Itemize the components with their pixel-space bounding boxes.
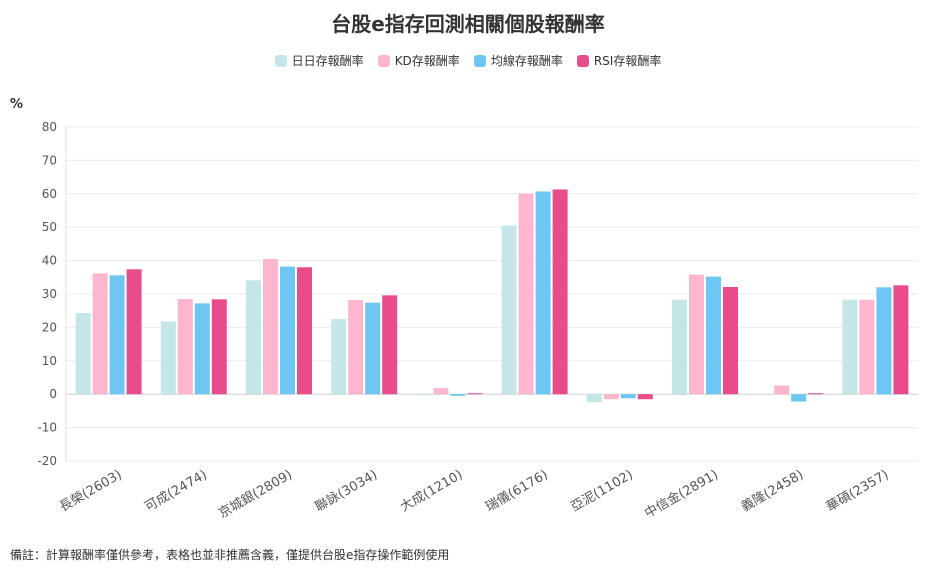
bar-ma [706,276,721,395]
bar-kd [774,385,790,395]
x-tick-label: 中信金(2891) [642,467,721,522]
x-tick-label: 可成(2474) [142,467,209,515]
bar-daily [672,299,687,395]
bar-rsi [467,393,483,395]
chart-legend: 日日存報酬率 KD存報酬率 均線存報酬率 RSI存報酬率 [0,52,936,69]
bar-kd [177,299,193,395]
y-axis-unit: % [10,97,24,112]
legend-label-rsi: RSI存報酬率 [593,54,662,68]
legend-swatch-ma [473,54,486,67]
bar-rsi [637,394,653,400]
bar-kd [603,394,619,400]
bar-ma [791,394,807,402]
bar-kd [859,299,875,395]
bar-rsi [808,393,824,395]
bar-rsi [126,269,142,395]
bar-daily [75,313,91,395]
y-tick-label: 10 [42,354,57,368]
bar-rsi [723,286,738,395]
x-tick-label: 聯詠(3034) [312,467,380,515]
y-tick-label: -20 [37,454,57,468]
bar-kd [689,274,704,395]
bar-daily [501,225,517,395]
x-tick-label: 瑞儀(6176) [483,467,550,515]
footnote: 備註：計算報酬率僅供參考，表格也並非推薦含義，僅提供台股e指存操作範例使用 [10,548,450,562]
bar-kd [433,388,449,395]
bar-ma [535,191,551,395]
bar-daily [331,319,347,395]
legend-label-daily: 日日存報酬率 [291,54,364,68]
bar-ma [876,287,892,395]
y-tick-label: 80 [42,120,57,134]
bar-kd [348,300,364,395]
x-tick-label: 華碩(2357) [824,467,891,515]
bar-kd [518,193,534,395]
y-tick-label: 20 [42,320,57,334]
x-tick-label: 亞泥(1102) [568,467,635,515]
x-tick-label: 長榮(2603) [57,467,124,515]
bar-rsi [211,299,227,395]
bar-ma [280,266,295,395]
y-tick-label: 40 [42,254,57,268]
bar-ma [109,275,125,395]
legend-item-kd[interactable]: KD存報酬率 [377,52,460,69]
bar-rsi [893,285,909,395]
bar-rsi [382,295,398,395]
bar-daily [160,321,176,395]
y-tick-label: 60 [42,187,57,201]
x-tick-label: 義隆(2458) [738,467,806,515]
y-tick-label: 0 [49,387,57,401]
legend-swatch-kd [377,54,390,67]
y-tick-label: 30 [42,287,57,301]
bar-ma [194,303,210,395]
legend-swatch-rsi [576,54,589,67]
bar-kd [263,258,278,395]
bar-daily [586,394,602,403]
bar-ma [450,394,466,396]
bar-daily [416,394,432,396]
legend-item-rsi[interactable]: RSI存報酬率 [576,52,662,69]
bar-ma [620,394,636,399]
y-tick-label: 70 [42,153,57,167]
legend-item-daily[interactable]: 日日存報酬率 [274,52,364,69]
bar-rsi [297,267,312,395]
bar-daily [246,280,261,395]
bar-rsi [552,189,568,395]
legend-label-ma: 均線存報酬率 [490,54,563,68]
bar-kd [92,273,108,395]
y-tick-label: -10 [37,421,57,435]
legend-item-ma[interactable]: 均線存報酬率 [473,52,563,69]
chart-title: 台股e指存回測相關個股報酬率 [331,12,605,36]
legend-swatch-daily [274,54,287,67]
legend-label-kd: KD存報酬率 [394,54,460,68]
y-tick-label: 50 [42,220,57,234]
x-tick-label: 京城銀(2809) [216,467,295,521]
x-tick-label: 大成(1210) [398,467,465,515]
bar-daily [842,299,858,395]
bar-ma [365,302,381,395]
